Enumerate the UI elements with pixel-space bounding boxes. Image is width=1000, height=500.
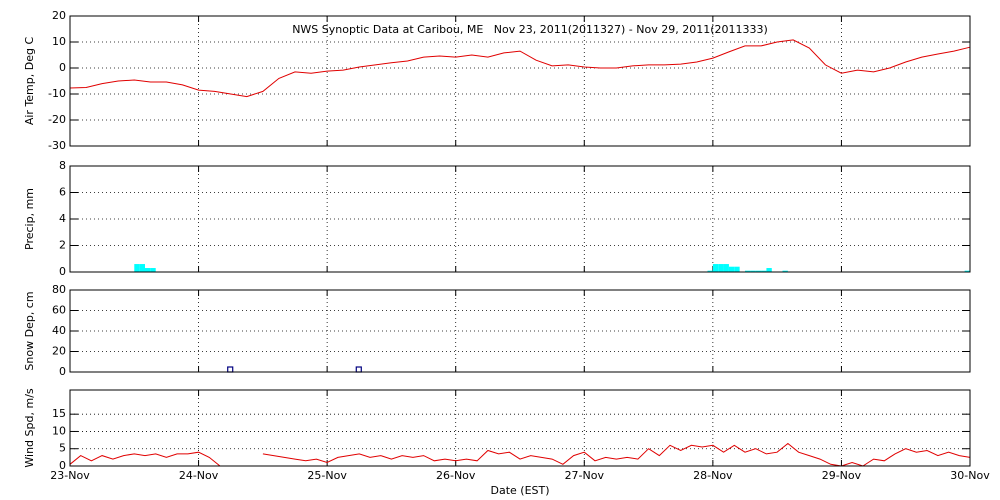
- y-tick-label: 6: [59, 186, 66, 199]
- x-tick-label: 24-Nov: [179, 469, 219, 482]
- y-tick-label: 0: [59, 365, 66, 378]
- bar: [964, 270, 970, 272]
- x-tick-label: 26-Nov: [436, 469, 476, 482]
- bar: [766, 268, 772, 272]
- x-tick-label: 28-Nov: [693, 469, 733, 482]
- bar: [712, 264, 719, 272]
- bar: [761, 270, 767, 272]
- bar: [782, 270, 788, 272]
- bar: [707, 270, 713, 272]
- bar: [728, 266, 735, 272]
- bar: [134, 264, 140, 272]
- y-axis-label: Air Temp, Deg C: [23, 37, 36, 126]
- x-tick-label: 23-Nov: [50, 469, 90, 482]
- y-tick-label: 20: [52, 9, 66, 22]
- chart-title: NWS Synoptic Data at Caribou, ME Nov 23,…: [292, 23, 768, 36]
- y-tick-label: 10: [52, 424, 66, 437]
- y-tick-label: 4: [59, 212, 66, 225]
- y-tick-label: 0: [59, 61, 66, 74]
- y-tick-label: 8: [59, 159, 66, 172]
- y-tick-label: 5: [59, 442, 66, 455]
- bar: [139, 264, 145, 272]
- y-tick-label: -20: [48, 113, 66, 126]
- data-line: [69, 39, 971, 98]
- bar: [723, 264, 729, 272]
- bar: [745, 270, 751, 272]
- point: [355, 366, 362, 373]
- point: [227, 366, 234, 373]
- bar: [734, 266, 740, 272]
- bar: [150, 268, 156, 272]
- x-tick-label: 27-Nov: [565, 469, 605, 482]
- y-axis-label: Wind Spd, m/s: [23, 388, 36, 468]
- data-line: [69, 442, 971, 467]
- x-tick-label: 25-Nov: [307, 469, 347, 482]
- x-tick-label: 30-Nov: [950, 469, 990, 482]
- y-tick-label: 0: [59, 265, 66, 278]
- y-tick-label: 2: [59, 239, 66, 252]
- y-tick-label: 60: [52, 304, 66, 317]
- y-tick-label: 80: [52, 283, 66, 296]
- y-tick-label: 15: [52, 407, 66, 420]
- x-axis-label: Date (EST): [490, 484, 549, 497]
- bar: [755, 270, 762, 272]
- plot-frame: [69, 165, 971, 273]
- bar: [750, 270, 756, 272]
- plot-frame: [69, 289, 971, 373]
- y-tick-label: 10: [52, 35, 66, 48]
- y-tick-label: -30: [48, 139, 66, 152]
- y-tick-label: -10: [48, 87, 66, 100]
- y-axis-label: Precip, mm: [23, 188, 36, 250]
- bar: [718, 264, 724, 272]
- y-axis-label: Snow Dep, cm: [23, 291, 36, 370]
- bar: [145, 268, 151, 272]
- y-tick-label: 0: [59, 459, 66, 472]
- plot-frame: [69, 15, 971, 147]
- plot-frame: [69, 389, 971, 467]
- y-tick-label: 20: [52, 345, 66, 358]
- y-tick-label: 40: [52, 324, 66, 337]
- x-tick-label: 29-Nov: [822, 469, 862, 482]
